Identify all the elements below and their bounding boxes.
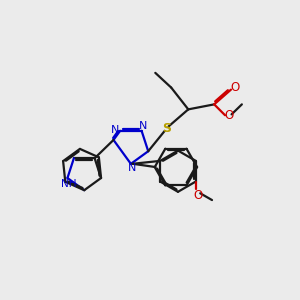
Text: S: S bbox=[162, 122, 171, 135]
Text: N: N bbox=[139, 122, 147, 131]
Text: N: N bbox=[128, 163, 136, 173]
Text: NH: NH bbox=[61, 179, 77, 189]
Text: N: N bbox=[111, 124, 119, 135]
Text: O: O bbox=[230, 81, 240, 94]
Text: O: O bbox=[225, 109, 234, 122]
Text: O: O bbox=[194, 189, 203, 202]
